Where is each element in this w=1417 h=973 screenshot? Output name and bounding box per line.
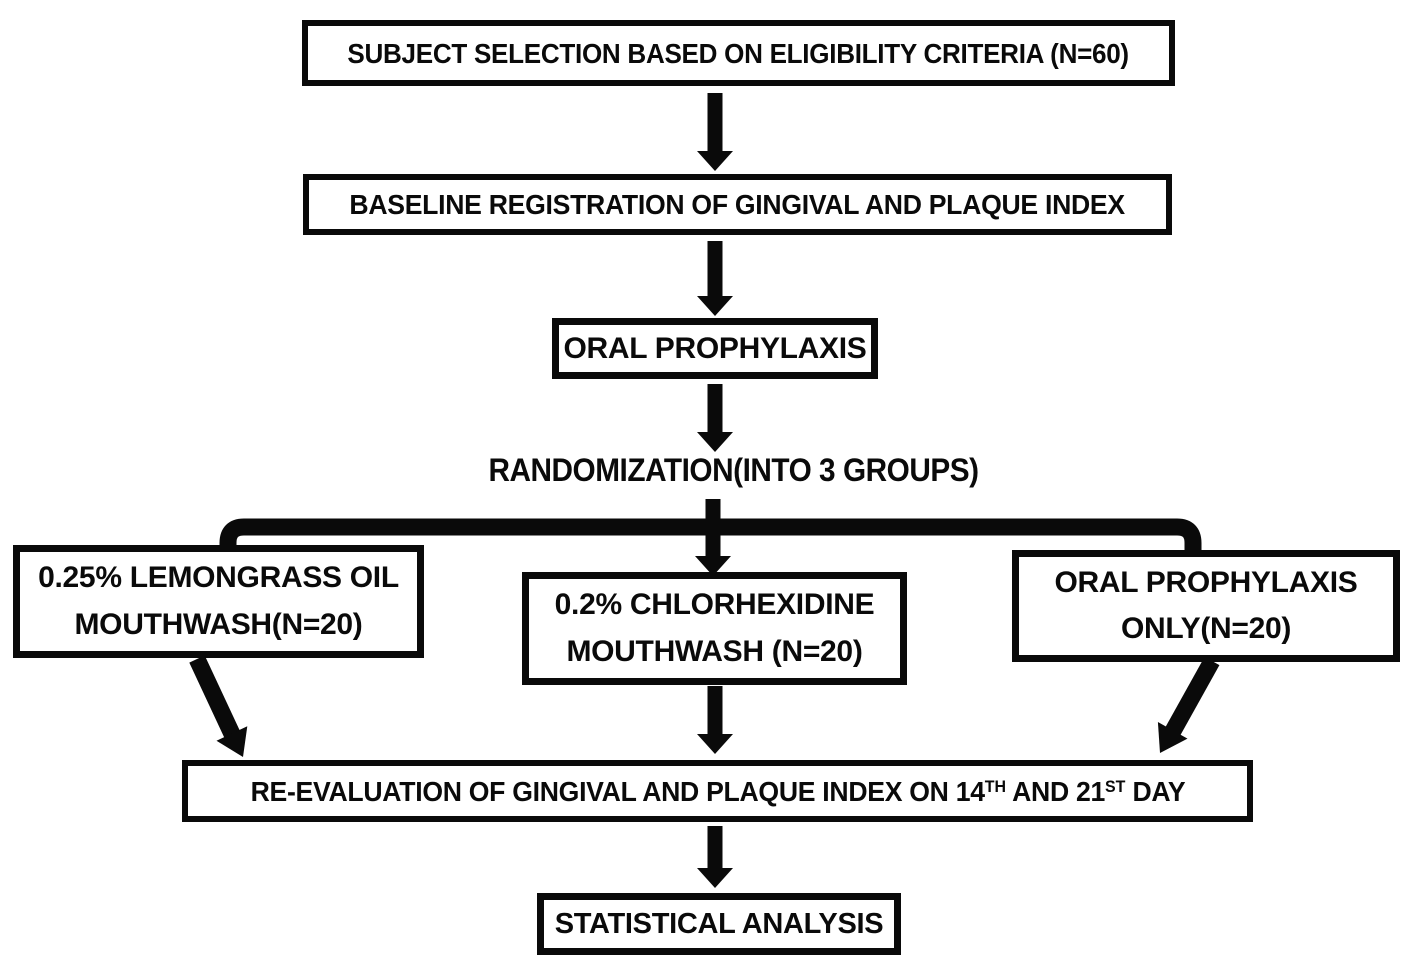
superscript-th: TH <box>984 776 1006 796</box>
node-group-lemongrass: 0.25% LEMONGRASS OIL MOUTHWASH(N=20) <box>13 545 424 658</box>
node-re-evaluation: RE-EVALUATION OF GINGIVAL AND PLAQUE IND… <box>182 760 1253 822</box>
arrow-subject-to-baseline <box>697 93 733 171</box>
node-statistical-analysis-label: STATISTICAL ANALYSIS <box>554 907 884 940</box>
arrow-prophylaxis-to-randomization <box>697 384 733 452</box>
arrow-randomization-to-chlorhexidine <box>695 499 731 576</box>
arrow-chlorhexidine-to-reevaluation <box>697 686 733 754</box>
node-group-chlorhexidine: 0.2% CHLORHEXIDINE MOUTHWASH (N=20) <box>522 572 907 685</box>
node-oral-prophylaxis: ORAL PROPHYLAXIS <box>552 318 878 379</box>
node-baseline-registration: BASELINE REGISTRATION OF GINGIVAL AND PL… <box>303 174 1172 235</box>
node-group-lemongrass-label: 0.25% LEMONGRASS OIL MOUTHWASH(N=20) <box>38 561 399 641</box>
node-re-evaluation-label: RE-EVALUATION OF GINGIVAL AND PLAQUE IND… <box>250 775 1185 807</box>
node-baseline-registration-label: BASELINE REGISTRATION OF GINGIVAL AND PL… <box>349 189 1126 220</box>
node-subject-selection: SUBJECT SELECTION BASED ON ELIGIBILITY C… <box>302 20 1175 86</box>
arrow-lemongrass-to-reevaluation <box>189 655 248 757</box>
node-group-prophylaxis-only: ORAL PROPHYLAXIS ONLY(N=20) <box>1012 550 1400 662</box>
node-statistical-analysis: STATISTICAL ANALYSIS <box>537 893 901 955</box>
node-subject-selection-label: SUBJECT SELECTION BASED ON ELIGIBILITY C… <box>347 37 1130 69</box>
superscript-st: ST <box>1104 776 1125 796</box>
arrow-prophylaxis-only-to-reevaluation <box>1157 656 1220 753</box>
node-oral-prophylaxis-label: ORAL PROPHYLAXIS <box>563 331 867 365</box>
randomization-step-text: RANDOMIZATION(INTO 3 GROUPS) <box>470 452 979 489</box>
arrow-baseline-to-prophylaxis <box>697 241 733 316</box>
randomization-step-label: RANDOMIZATION(INTO 3 GROUPS) <box>488 452 979 488</box>
arrow-reevaluation-to-statistics <box>697 826 733 888</box>
node-group-chlorhexidine-label: 0.2% CHLORHEXIDINE MOUTHWASH (N=20) <box>554 588 875 668</box>
node-group-prophylaxis-only-label: ORAL PROPHYLAXIS ONLY(N=20) <box>1054 565 1358 646</box>
